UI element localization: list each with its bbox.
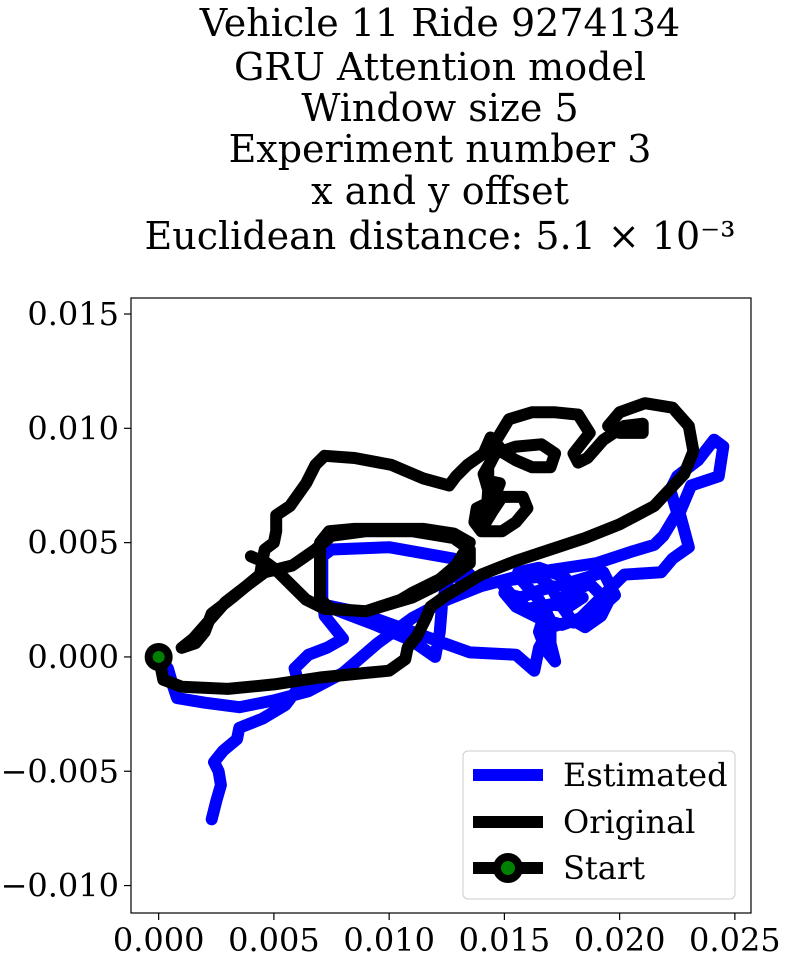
y-axis-ticks: −0.010 −0.005 0.000 0.005 0.010 0.015 [1, 295, 131, 905]
title-line-3: Window size 5 [301, 86, 578, 130]
title-line-4: Experiment number 3 [229, 127, 652, 171]
title-line-2: GRU Attention model [234, 45, 646, 89]
x-tick-label: 0.010 [343, 921, 435, 959]
x-tick-label: 0.025 [689, 921, 781, 959]
series-layer [152, 397, 730, 826]
x-tick-label: 0.015 [459, 921, 551, 959]
title-line-5: x and y offset [311, 169, 569, 213]
x-axis-ticks: 0.000 0.005 0.010 0.015 0.020 0.025 [113, 913, 781, 959]
x-tick-label: 0.020 [574, 921, 666, 959]
chart-title: Vehicle 11 Ride 9274134 GRU Attention mo… [145, 1, 736, 258]
x-tick-label: 0.005 [228, 921, 320, 959]
start-layer [144, 642, 173, 671]
series-line-original [152, 397, 700, 695]
start-marker [144, 642, 173, 671]
legend-original-label: Original [563, 803, 695, 841]
y-tick-label: 0.005 [27, 524, 119, 562]
y-tick-label: 0.000 [27, 638, 119, 676]
title-line-1: Vehicle 11 Ride 9274134 [199, 1, 680, 45]
plot-frame [130, 297, 752, 914]
legend: Estimated Original Start [462, 750, 736, 900]
legend-start-marker [493, 853, 523, 883]
legend-start-label: Start [563, 849, 645, 887]
y-tick-label: −0.005 [1, 752, 119, 790]
y-tick-label: −0.010 [1, 867, 119, 905]
y-tick-label: 0.010 [27, 409, 119, 447]
x-tick-label: 0.000 [113, 921, 205, 959]
y-tick-label: 0.015 [27, 295, 119, 333]
legend-estimated-label: Estimated [563, 756, 728, 794]
title-line-6: Euclidean distance: 5.1 × 10⁻³ [145, 214, 736, 258]
